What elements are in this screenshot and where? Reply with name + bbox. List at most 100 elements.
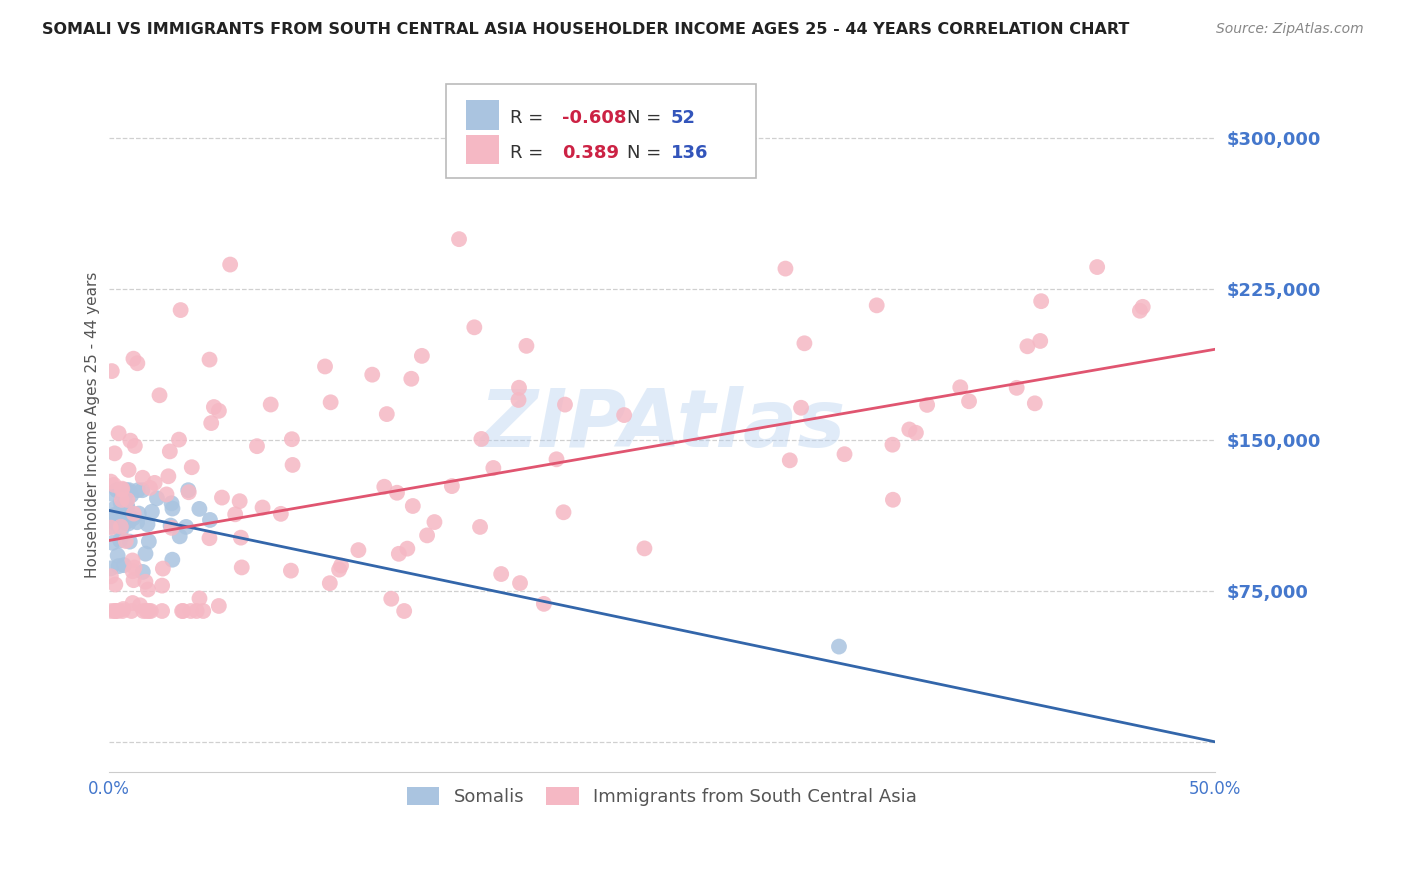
Text: R =: R = — [510, 110, 550, 128]
Text: 136: 136 — [671, 145, 709, 162]
Point — [554, 398, 576, 412]
Point — [198, 513, 221, 527]
Point — [131, 471, 153, 485]
Point — [211, 491, 233, 505]
Point — [122, 351, 145, 366]
Point — [260, 397, 283, 411]
Point — [135, 604, 157, 618]
Point — [118, 483, 141, 498]
Point — [949, 380, 972, 394]
Point — [361, 368, 384, 382]
Point — [228, 494, 250, 508]
Point — [224, 508, 246, 522]
Point — [380, 591, 402, 606]
Point — [508, 381, 530, 395]
Point — [208, 599, 231, 613]
Text: 52: 52 — [671, 110, 696, 128]
Point — [423, 515, 446, 529]
Point — [463, 320, 485, 334]
Point — [139, 481, 162, 495]
Point — [121, 553, 143, 567]
Point — [388, 547, 411, 561]
Text: 0.389: 0.389 — [562, 145, 619, 162]
Point — [132, 604, 155, 618]
Point — [834, 447, 856, 461]
Point — [200, 416, 222, 430]
Point — [155, 487, 177, 501]
Legend: Somalis, Immigrants from South Central Asia: Somalis, Immigrants from South Central A… — [398, 778, 927, 815]
Point — [1005, 381, 1028, 395]
Text: ZIPAtlas: ZIPAtlas — [479, 385, 845, 464]
Point — [132, 565, 155, 579]
Point — [117, 463, 139, 477]
Point — [231, 560, 253, 574]
Point — [104, 604, 127, 618]
Point — [482, 461, 505, 475]
Point — [100, 513, 122, 527]
Point — [202, 400, 225, 414]
Point — [104, 501, 127, 516]
Point — [114, 483, 136, 498]
Point — [385, 485, 408, 500]
Point — [122, 573, 145, 587]
Point — [779, 453, 801, 467]
Point — [509, 576, 531, 591]
Point — [208, 404, 231, 418]
Point — [160, 496, 183, 510]
Point — [790, 401, 813, 415]
Point — [633, 541, 655, 556]
Point — [120, 488, 142, 502]
Point — [118, 534, 141, 549]
Point — [162, 501, 184, 516]
Point — [1132, 300, 1154, 314]
Point — [373, 480, 395, 494]
Point — [143, 475, 166, 490]
Point — [180, 604, 202, 618]
Point — [169, 303, 191, 318]
Point — [127, 356, 149, 370]
Point — [112, 602, 135, 616]
Point — [219, 258, 242, 272]
Point — [1029, 334, 1052, 348]
Point — [1024, 396, 1046, 410]
Point — [139, 604, 162, 618]
Point — [124, 560, 146, 574]
Point — [120, 434, 142, 448]
Point — [416, 528, 439, 542]
Point — [1017, 339, 1039, 353]
Point — [114, 494, 136, 508]
Point — [110, 510, 132, 524]
Point — [107, 559, 129, 574]
Point — [186, 604, 208, 618]
Point — [392, 604, 415, 618]
Point — [347, 543, 370, 558]
Point — [411, 349, 433, 363]
Point — [100, 561, 122, 575]
Point — [100, 475, 122, 489]
Point — [124, 439, 146, 453]
Point — [174, 520, 197, 534]
Point — [108, 533, 131, 548]
Point — [127, 483, 149, 498]
Point — [117, 516, 139, 531]
Point — [546, 452, 568, 467]
Point — [114, 516, 136, 530]
Point — [319, 576, 342, 591]
Point — [882, 492, 904, 507]
Point — [111, 604, 134, 618]
Point — [246, 439, 269, 453]
Point — [330, 558, 353, 573]
Point — [402, 499, 425, 513]
Point — [150, 579, 173, 593]
Point — [115, 483, 138, 498]
Point — [101, 536, 124, 550]
Point — [252, 500, 274, 515]
Point — [172, 604, 194, 618]
Point — [111, 483, 134, 498]
Point — [162, 552, 184, 566]
Point — [122, 507, 145, 521]
Point — [114, 516, 136, 530]
Point — [111, 492, 134, 507]
Point — [100, 519, 122, 533]
Point — [193, 604, 215, 618]
